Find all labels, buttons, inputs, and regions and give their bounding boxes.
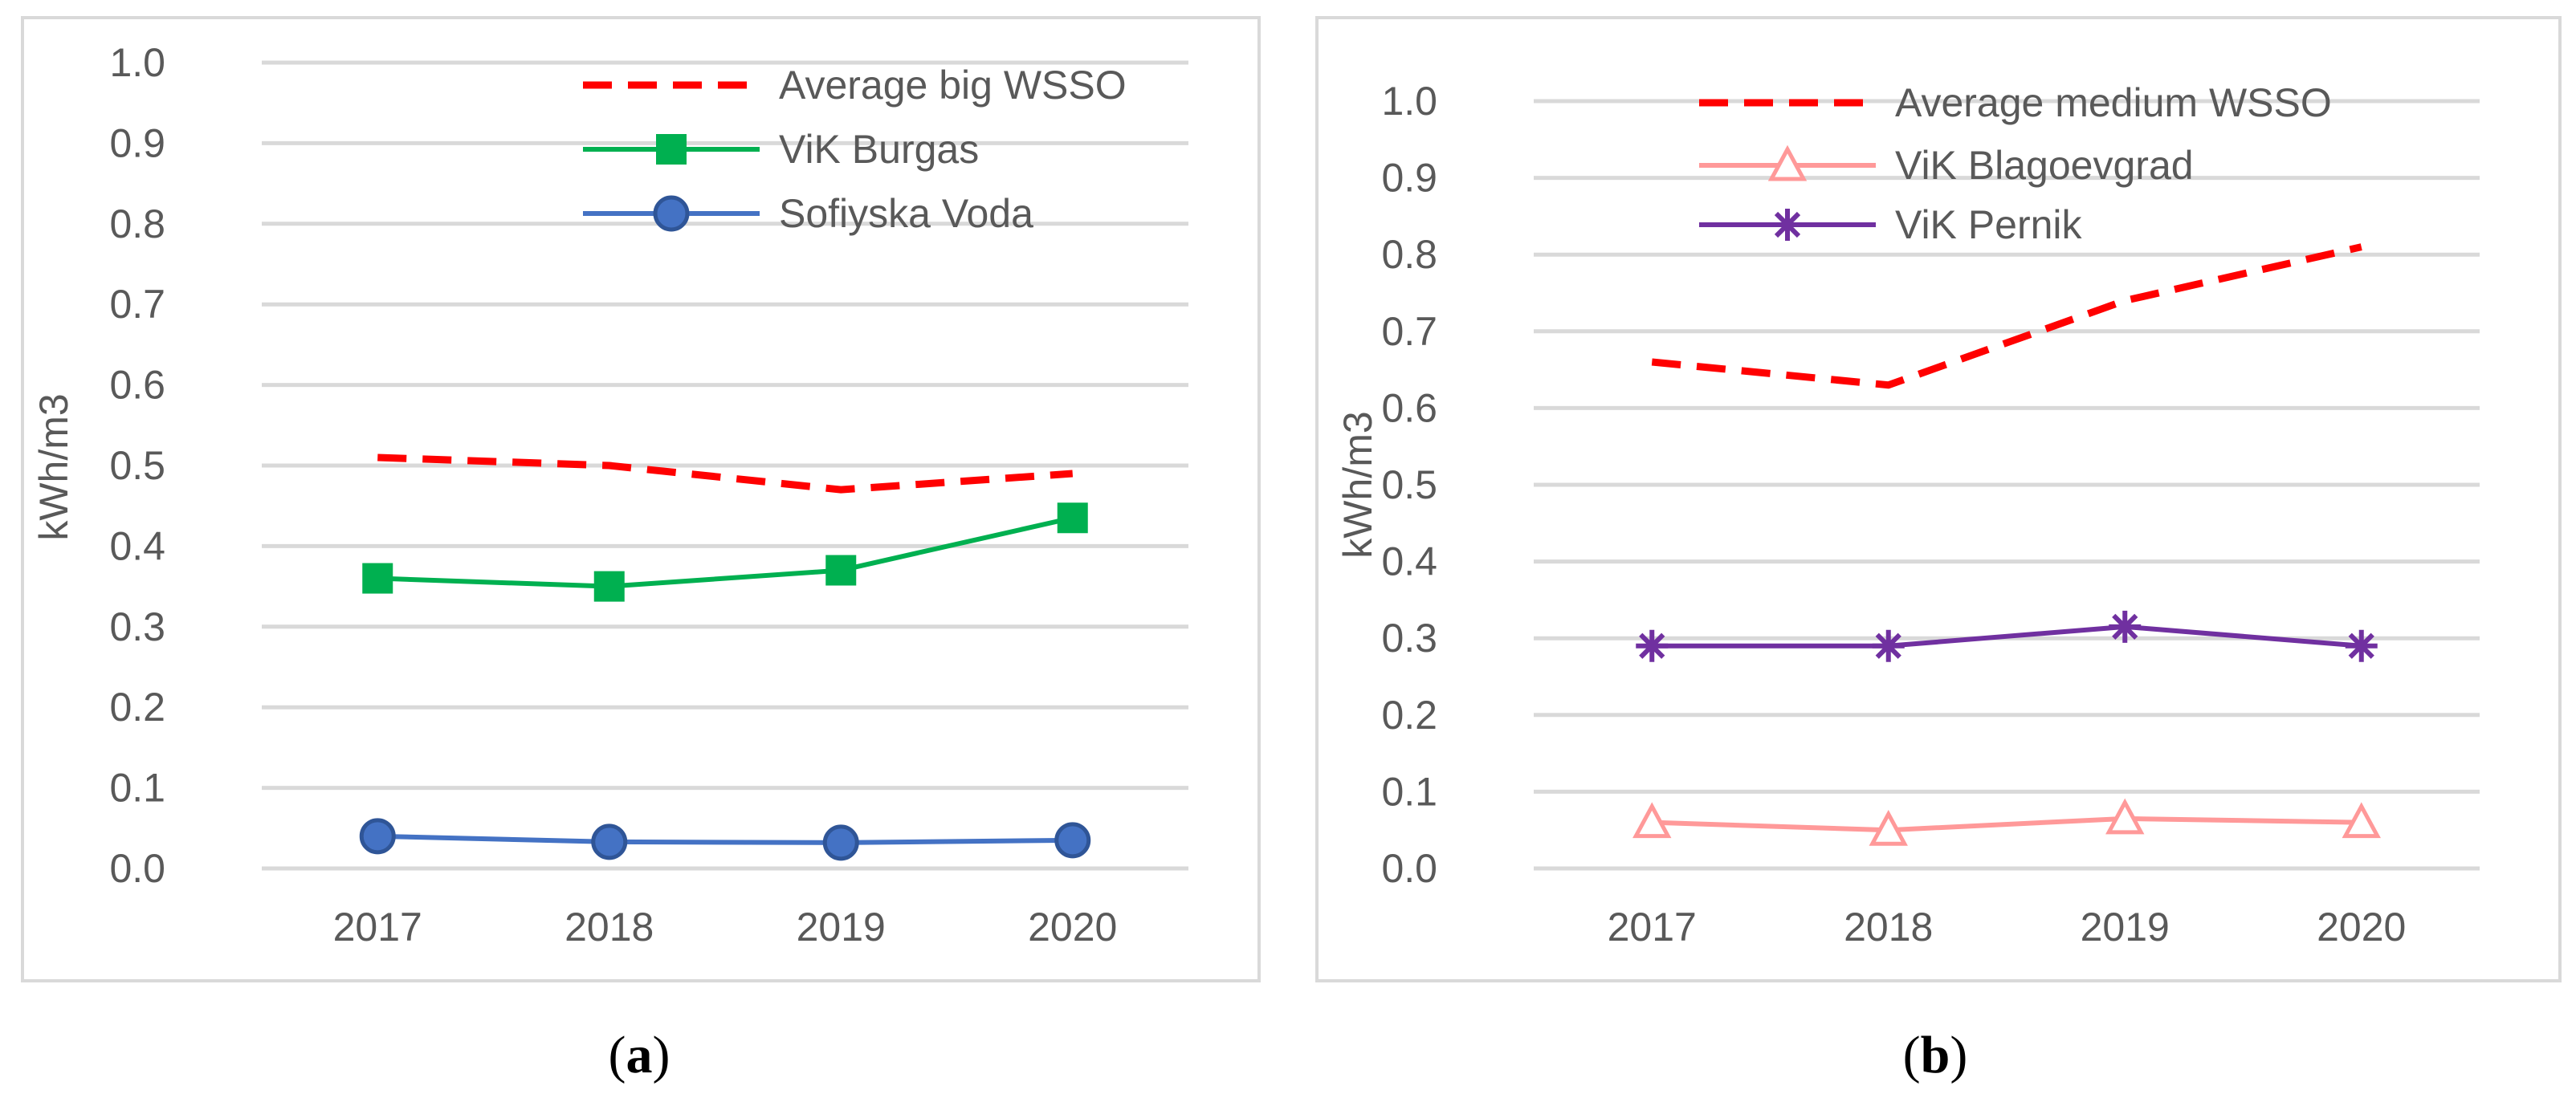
data-point-marker: [1054, 822, 1091, 859]
y-tick-label: 0.1: [109, 766, 165, 811]
y-tick-label: 0.3: [1381, 616, 1437, 661]
data-point-marker: [591, 824, 628, 860]
panel-label-open: (: [609, 1026, 626, 1084]
panel-label-letter: a: [626, 1026, 653, 1084]
y-tick-label: 0.7: [109, 282, 165, 327]
panel-label-letter: b: [1921, 1026, 1950, 1084]
y-tick-label: 0.4: [1381, 539, 1437, 584]
legend: Average medium WSSO ViK Blagoevgrad ViK Pe…: [1699, 80, 2332, 247]
panel-label-close: ): [1950, 1026, 1967, 1084]
data-point-marker: [825, 555, 857, 586]
series-line: [377, 515, 1074, 589]
data-point-marker: [1057, 502, 1088, 534]
series-line: [377, 453, 1074, 494]
chart-panel-a: 0.0 0.1 0.2 0.3 0.4 0.5 0.6 0.7 0.8 0.9 1.0 2017 201…: [21, 16, 1261, 982]
legend-marker: [656, 134, 687, 165]
series-line: [1652, 624, 2362, 649]
panel-label: (b): [1903, 1026, 1968, 1084]
y-tick-label: 0.6: [109, 363, 165, 408]
x-tick-label: 2018: [565, 905, 654, 950]
y-tick-label: 0.5: [109, 443, 165, 488]
legend-marker: [1771, 209, 1804, 241]
y-axis-title: kWh/m3: [31, 393, 76, 540]
x-tick-label: 2017: [1608, 905, 1697, 950]
series-vik-pernik: [1636, 610, 2378, 662]
series-average-medium-wsso: [1651, 243, 2362, 389]
y-tick-label: 0.7: [1381, 309, 1437, 354]
legend-entry: Average medium WSSO: [1895, 80, 2332, 125]
y-tick-label: 0.0: [109, 846, 165, 891]
legend-marker: [1767, 144, 1808, 181]
y-tick-label: 0.2: [109, 685, 165, 730]
series-vik-burgas: [362, 502, 1088, 602]
series-vik-blagoevgrad: [1632, 798, 2381, 846]
x-tick-label: 2019: [2081, 905, 2170, 950]
data-point-marker: [359, 818, 396, 855]
legend-entry: Sofiyska Voda: [779, 191, 1033, 236]
y-tick-label: 1.0: [109, 40, 165, 85]
y-tick-label: 0.0: [1381, 846, 1437, 891]
data-point-marker: [822, 824, 859, 861]
y-tick-label: 0.3: [109, 604, 165, 649]
panel-label-close: ): [653, 1026, 670, 1084]
series-line: [1651, 243, 2362, 389]
legend-entry: ViK Pernik: [1895, 202, 2083, 247]
data-point-marker: [1636, 629, 1669, 662]
data-point-marker: [593, 571, 625, 602]
legend-entry: ViK Blagoevgrad: [1895, 143, 2194, 188]
series-average-big-wsso: [377, 453, 1074, 494]
y-axis-title: kWh/m3: [1335, 411, 1380, 558]
data-point-marker: [2345, 629, 2378, 662]
y-tick-label: 0.6: [1381, 385, 1437, 430]
y-tick-label: 0.1: [1381, 769, 1437, 814]
series-sofiyska-voda: [359, 818, 1091, 861]
y-tick-label: 0.8: [109, 201, 165, 246]
panel-label-open: (: [1903, 1026, 1921, 1084]
legend-entry: ViK Burgas: [779, 127, 979, 172]
x-tick-label: 2019: [797, 905, 886, 950]
series-line: [1652, 815, 2362, 833]
y-tick-label: 0.9: [109, 120, 165, 165]
x-tick-label: 2018: [1844, 905, 1933, 950]
x-tick-label: 2017: [333, 905, 422, 950]
y-tick-label: 0.8: [1381, 232, 1437, 277]
data-point-marker: [362, 563, 393, 594]
chart-frame: [21, 16, 1261, 982]
data-point-marker: [1872, 629, 1905, 662]
chart-panel-b: 0.0 0.1 0.2 0.3 0.4 0.5 0.6 0.7 0.8 0.9 1.0 2017 201…: [1315, 16, 2562, 982]
data-point-marker: [1869, 809, 1908, 846]
y-tick-label: 0.5: [1381, 462, 1437, 507]
x-tick-label: 2020: [2317, 905, 2406, 950]
panel-label: (a): [609, 1026, 670, 1084]
y-tick-label: 0.2: [1381, 693, 1437, 738]
y-tick-label: 0.9: [1381, 156, 1437, 201]
y-tick-label: 1.0: [1381, 79, 1437, 124]
data-point-marker: [1632, 802, 1672, 839]
y-tick-label: 0.4: [109, 523, 165, 568]
series-line: [377, 833, 1073, 845]
legend: Average big WSSO ViK Burgas Sofiyska Voda: [583, 63, 1127, 236]
data-point-marker: [2342, 802, 2381, 839]
legend-marker: [653, 195, 690, 232]
legend-entry: Average big WSSO: [779, 63, 1127, 108]
x-tick-label: 2020: [1028, 905, 1117, 950]
data-point-marker: [2109, 610, 2142, 643]
data-point-marker: [2105, 798, 2145, 835]
